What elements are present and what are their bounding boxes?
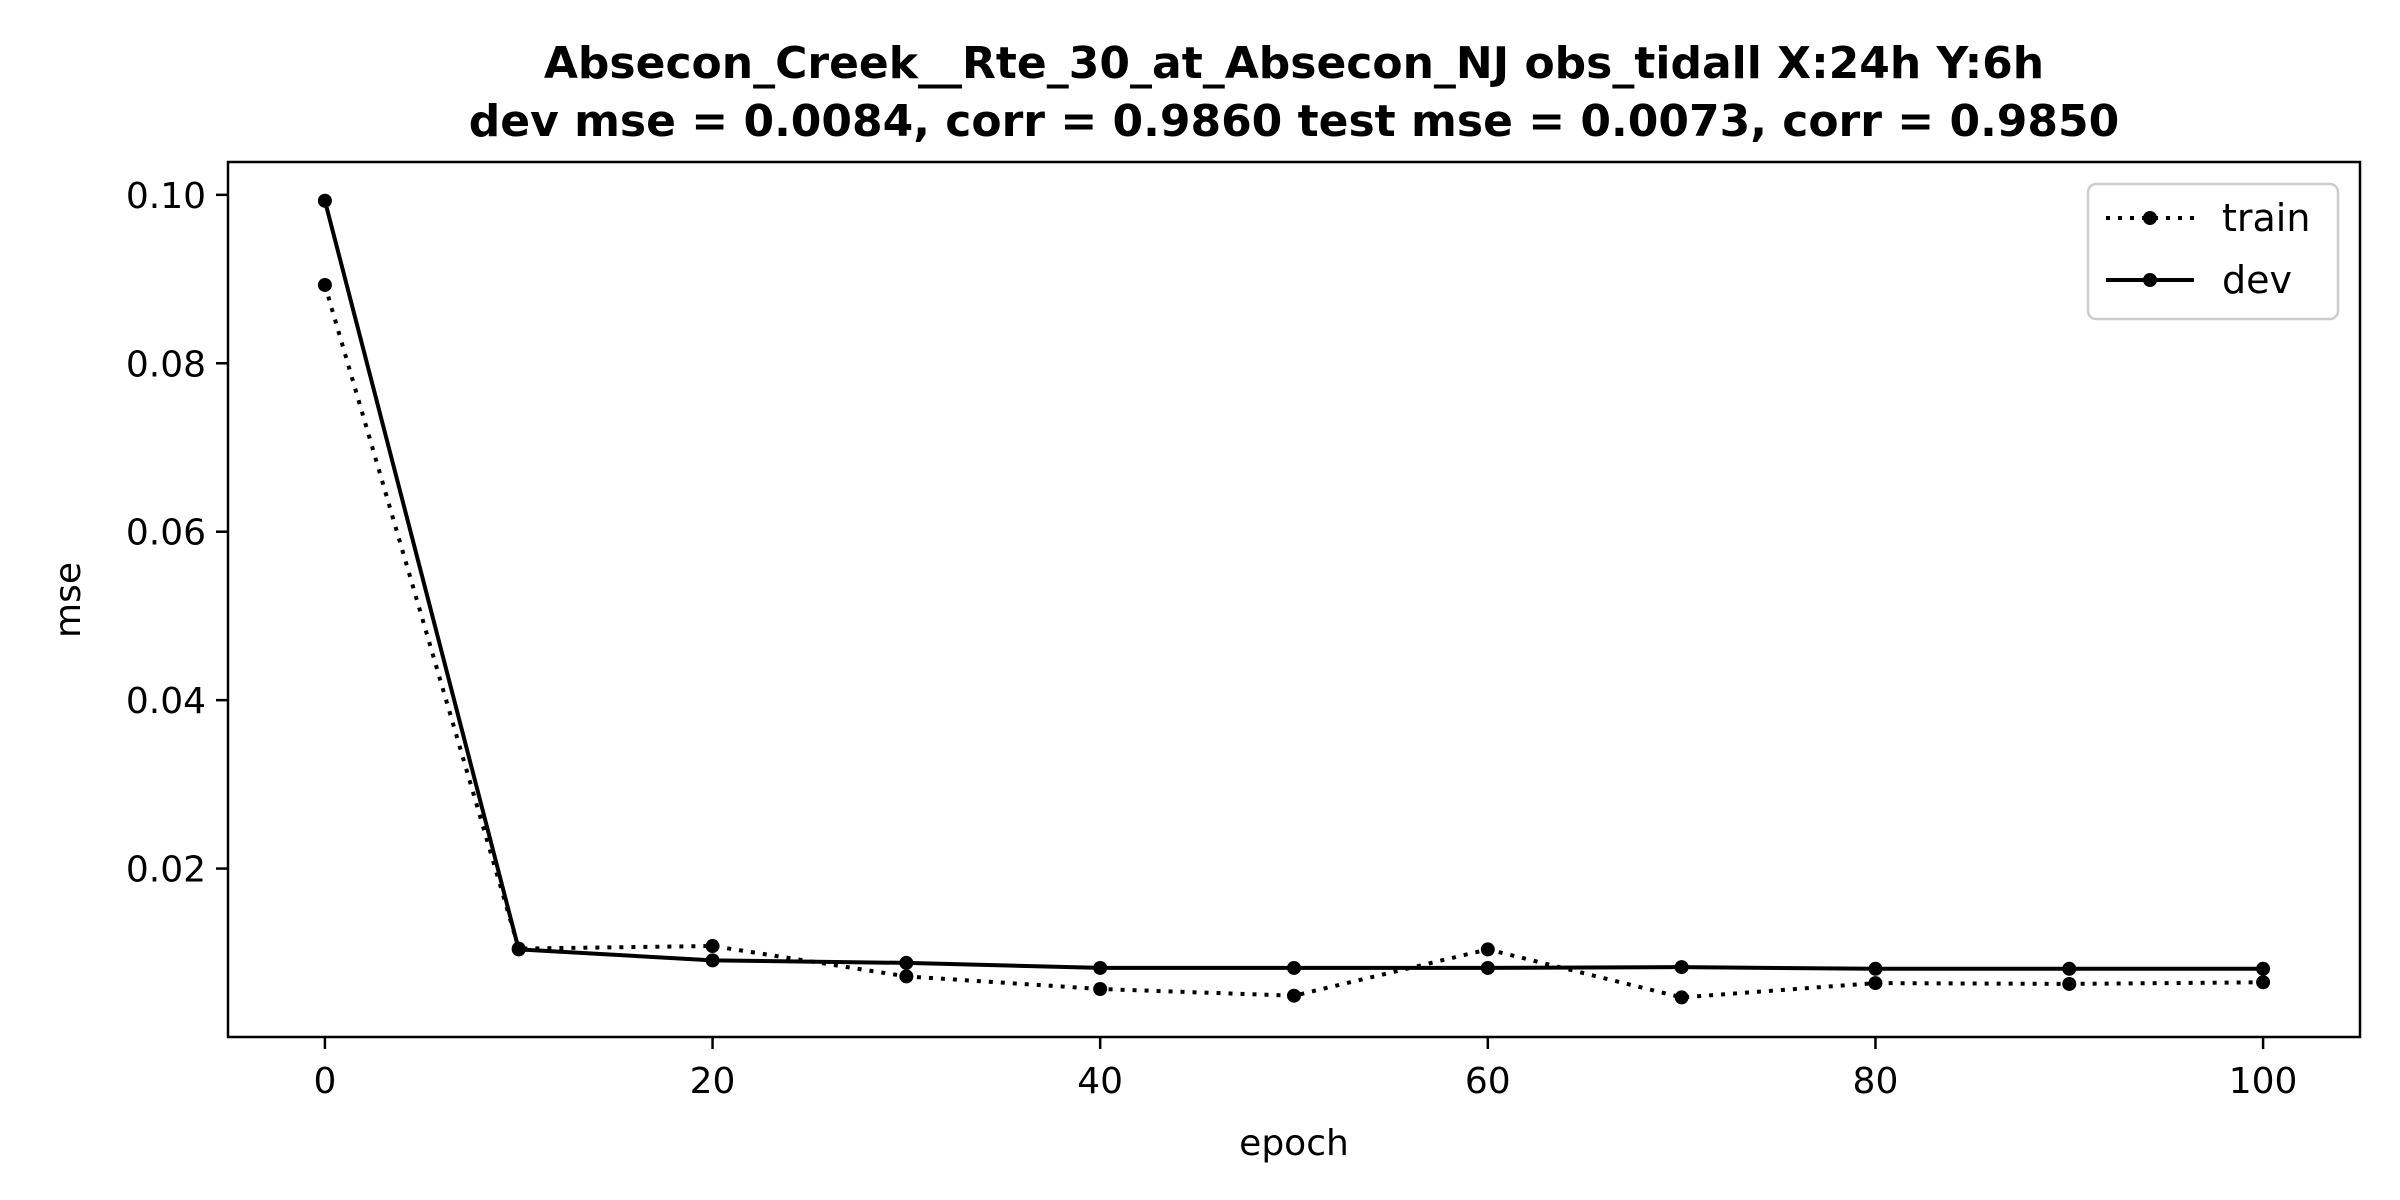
series-train-point xyxy=(2256,975,2271,990)
y-tick-label: 0.08 xyxy=(126,344,206,385)
y-tick-label: 0.06 xyxy=(126,513,206,554)
series-dev-point xyxy=(1674,960,1689,975)
series-dev-point xyxy=(1868,961,1883,976)
series-dev-point xyxy=(511,942,526,957)
x-tick-label: 60 xyxy=(1465,1061,1511,1102)
x-tick-label: 100 xyxy=(2229,1061,2298,1102)
axes-frame xyxy=(226,160,2362,1039)
series-train-point xyxy=(1287,988,1301,1003)
series-train-point xyxy=(1093,981,1108,996)
series-dev-point xyxy=(705,953,720,968)
chart-title-line-2: dev mse = 0.0084, corr = 0.9860 test mse… xyxy=(469,96,2120,147)
series-train-line xyxy=(322,284,2264,1000)
series-group xyxy=(317,193,2271,1005)
series-dev-point xyxy=(317,193,332,208)
x-tick-label: 20 xyxy=(690,1061,736,1102)
legend-dev-marker xyxy=(2143,273,2157,287)
x-tick-label: 80 xyxy=(1853,1061,1899,1102)
y-tick-label: 0.10 xyxy=(126,176,206,217)
legend-dev-label: dev xyxy=(2222,258,2292,302)
y-tick-label: 0.02 xyxy=(126,850,206,891)
y-tick-label: 0.04 xyxy=(126,681,206,722)
legend-train-label: train xyxy=(2222,196,2310,240)
series-dev-point xyxy=(899,955,914,970)
legend: train dev xyxy=(2086,182,2340,321)
chart-title-line-1: Absecon_Creek__Rte_30_at_Absecon_NJ obs_… xyxy=(544,38,2044,89)
legend-train-marker xyxy=(2143,211,2157,225)
series-dev xyxy=(317,193,2271,976)
series-dev-point xyxy=(2256,961,2271,976)
series-train-point xyxy=(2062,976,2077,991)
y-axis-label: mse xyxy=(48,562,89,638)
x-tick-label: 40 xyxy=(1077,1061,1123,1102)
series-train-point xyxy=(1480,942,1495,957)
axis-ticks: 0 20 40 60 80 100 0.02 0.04 0.06 0.08 0.10 xyxy=(126,176,2298,1102)
series-dev-point xyxy=(1093,960,1108,975)
series-dev-point xyxy=(1287,960,1301,975)
x-axis-label: epoch xyxy=(1239,1123,1349,1164)
series-dev-point xyxy=(1480,960,1495,975)
x-tick-label: 0 xyxy=(313,1061,336,1102)
series-train-point xyxy=(1674,990,1689,1005)
series-train-point xyxy=(705,939,720,954)
series-train-point xyxy=(317,277,332,292)
series-dev-point xyxy=(2062,961,2077,976)
series-train-point xyxy=(899,969,914,984)
series-train-point xyxy=(1868,976,1883,991)
